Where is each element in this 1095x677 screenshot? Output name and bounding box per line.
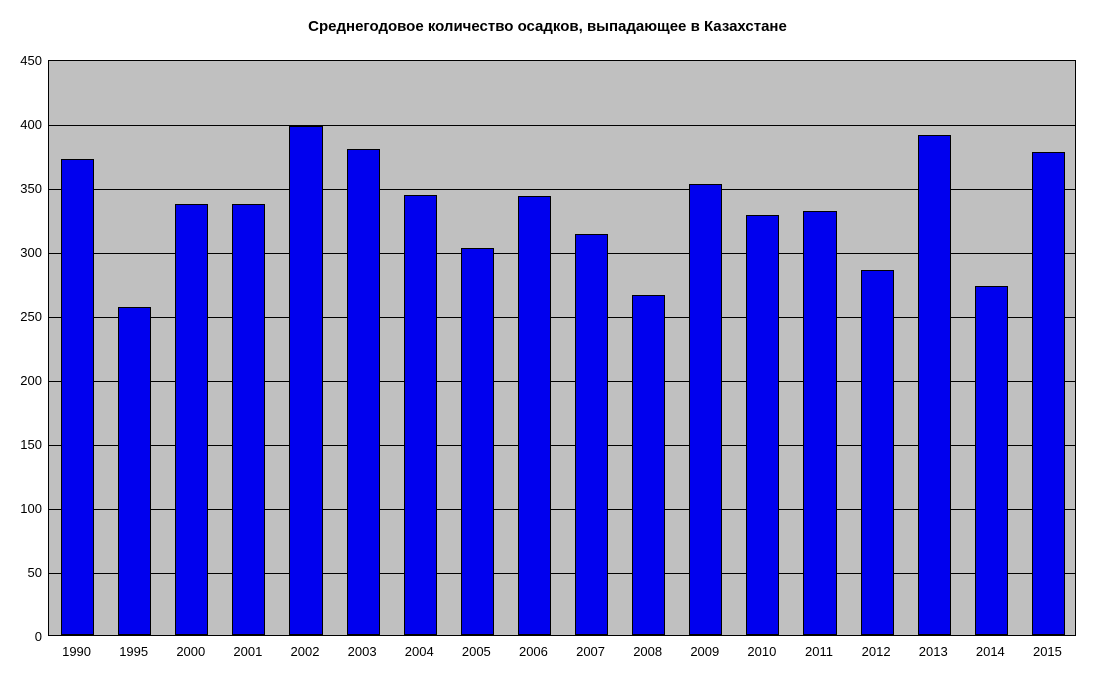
x-tick-label: 2000 [162, 644, 219, 659]
bar [404, 195, 437, 635]
x-tick-label: 2002 [276, 644, 333, 659]
x-tick-label: 2005 [448, 644, 505, 659]
x-tick-label: 2009 [676, 644, 733, 659]
x-tick-label: 2015 [1019, 644, 1076, 659]
bar [975, 286, 1008, 635]
x-tick-label: 2004 [391, 644, 448, 659]
y-gridline [49, 125, 1075, 126]
bar [347, 149, 380, 635]
bar [61, 159, 94, 635]
x-tick-label: 2008 [619, 644, 676, 659]
x-tick-label: 2011 [790, 644, 847, 659]
x-tick-label: 2001 [219, 644, 276, 659]
x-tick-label: 1995 [105, 644, 162, 659]
x-tick-label: 2014 [962, 644, 1019, 659]
y-tick-label: 350 [0, 181, 42, 196]
bar [1032, 152, 1065, 635]
y-tick-label: 100 [0, 501, 42, 516]
y-tick-label: 400 [0, 117, 42, 132]
bar [518, 196, 551, 635]
bar [289, 126, 322, 635]
bar [575, 234, 608, 635]
x-tick-label: 2013 [905, 644, 962, 659]
plot-area [48, 60, 1076, 636]
y-tick-label: 250 [0, 309, 42, 324]
y-tick-label: 450 [0, 53, 42, 68]
x-tick-label: 2006 [505, 644, 562, 659]
chart-container: Среднегодовое количество осадков, выпада… [0, 0, 1095, 677]
x-tick-label: 2007 [562, 644, 619, 659]
y-tick-label: 300 [0, 245, 42, 260]
chart-title: Среднегодовое количество осадков, выпада… [0, 18, 1095, 35]
bar [803, 211, 836, 635]
bar [632, 295, 665, 635]
y-tick-label: 50 [0, 565, 42, 580]
bar [175, 204, 208, 635]
x-tick-label: 1990 [48, 644, 105, 659]
y-tick-label: 0 [0, 629, 42, 644]
bar [118, 307, 151, 635]
x-tick-label: 2012 [848, 644, 905, 659]
y-tick-label: 200 [0, 373, 42, 388]
x-tick-label: 2010 [733, 644, 790, 659]
bar [689, 184, 722, 635]
bar [746, 215, 779, 635]
x-tick-label: 2003 [334, 644, 391, 659]
bar [461, 248, 494, 635]
bar [232, 204, 265, 635]
bar [861, 270, 894, 635]
y-tick-label: 150 [0, 437, 42, 452]
bar [918, 135, 951, 635]
